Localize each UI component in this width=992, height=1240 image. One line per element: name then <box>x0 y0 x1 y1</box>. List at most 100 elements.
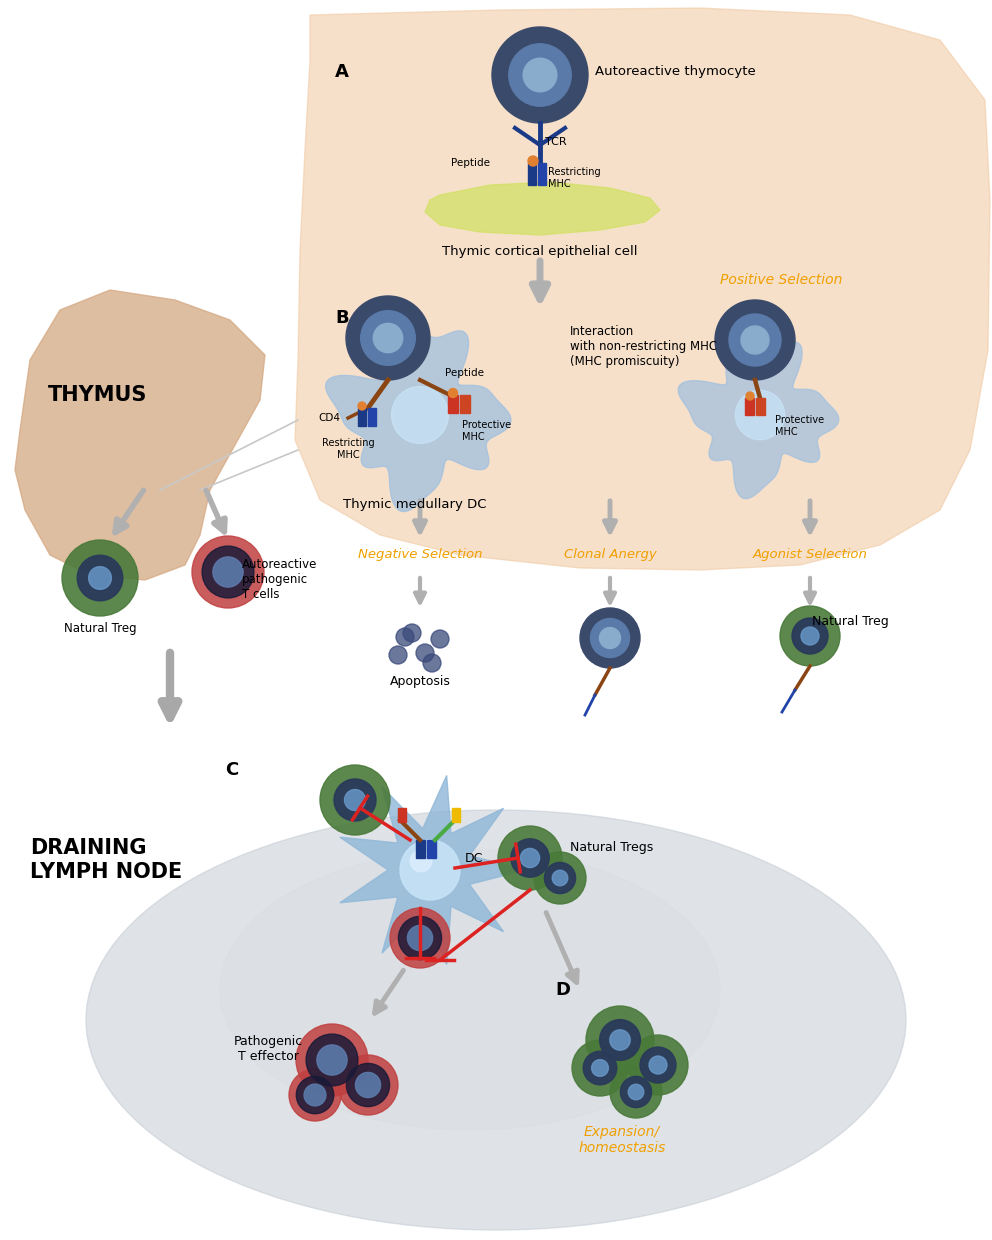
Circle shape <box>320 765 390 835</box>
Circle shape <box>511 838 550 877</box>
Bar <box>427 839 436 858</box>
Text: DRAINING
LYMPH NODE: DRAINING LYMPH NODE <box>30 838 183 882</box>
Bar <box>368 408 376 427</box>
Circle shape <box>715 300 795 379</box>
Text: B: B <box>335 309 348 327</box>
Circle shape <box>780 606 840 666</box>
Text: Clonal Anergy: Clonal Anergy <box>563 548 657 560</box>
Text: C: C <box>225 761 238 779</box>
Circle shape <box>580 608 640 668</box>
Circle shape <box>358 402 366 410</box>
Text: DC: DC <box>465 852 483 864</box>
Circle shape <box>400 839 460 900</box>
Circle shape <box>411 851 432 872</box>
Circle shape <box>528 156 538 166</box>
Circle shape <box>305 1084 326 1106</box>
Circle shape <box>307 1034 358 1086</box>
Text: Thymic medullary DC: Thymic medullary DC <box>343 498 487 511</box>
Text: Agonist Selection: Agonist Selection <box>753 548 867 560</box>
Text: Thymic cortical epithelial cell: Thymic cortical epithelial cell <box>442 246 638 258</box>
Circle shape <box>610 1029 630 1050</box>
Bar <box>398 808 406 822</box>
Circle shape <box>640 1047 676 1083</box>
Circle shape <box>346 296 430 379</box>
Bar <box>460 396 470 413</box>
Text: Autoreactive
pathogenic
T cells: Autoreactive pathogenic T cells <box>242 558 317 601</box>
Text: A: A <box>335 63 349 81</box>
Polygon shape <box>340 775 526 965</box>
Circle shape <box>741 326 769 353</box>
Text: Natural Treg: Natural Treg <box>812 615 889 627</box>
Text: Natural Treg: Natural Treg <box>63 622 136 635</box>
Circle shape <box>392 387 448 444</box>
Circle shape <box>534 852 586 904</box>
Circle shape <box>509 43 571 107</box>
Circle shape <box>62 539 138 616</box>
Circle shape <box>202 546 254 598</box>
Circle shape <box>399 916 441 960</box>
Text: Apoptosis: Apoptosis <box>390 675 450 688</box>
Text: CD4: CD4 <box>318 413 340 423</box>
Bar <box>528 162 536 185</box>
Circle shape <box>390 908 450 968</box>
Circle shape <box>431 630 449 649</box>
Circle shape <box>545 862 575 894</box>
Circle shape <box>346 1064 390 1106</box>
Polygon shape <box>679 342 839 498</box>
Ellipse shape <box>86 810 906 1230</box>
Bar <box>452 808 460 822</box>
Bar <box>756 398 765 415</box>
Text: Autoreactive thymocyte: Autoreactive thymocyte <box>595 66 756 78</box>
Circle shape <box>792 618 828 653</box>
Circle shape <box>213 557 243 587</box>
Circle shape <box>599 1019 641 1060</box>
Circle shape <box>591 1060 608 1076</box>
Circle shape <box>344 790 365 811</box>
Circle shape <box>628 1084 644 1100</box>
Circle shape <box>586 1006 654 1074</box>
Circle shape <box>408 925 433 951</box>
Text: Negative Selection: Negative Selection <box>358 548 482 560</box>
Circle shape <box>729 314 781 366</box>
Circle shape <box>416 644 434 662</box>
Bar <box>538 162 546 185</box>
Text: Restricting
MHC: Restricting MHC <box>321 438 374 460</box>
Polygon shape <box>295 7 990 570</box>
Text: Natural Tregs: Natural Tregs <box>570 842 654 854</box>
Circle shape <box>735 391 785 440</box>
Circle shape <box>316 1045 347 1075</box>
Text: TCR: TCR <box>545 136 566 148</box>
Text: Positive Selection: Positive Selection <box>720 273 842 286</box>
Text: Expansion/
homeostasis: Expansion/ homeostasis <box>578 1125 666 1156</box>
Text: THYMUS: THYMUS <box>48 384 148 405</box>
Circle shape <box>498 826 562 890</box>
Circle shape <box>373 324 403 352</box>
Circle shape <box>610 1066 662 1118</box>
Bar <box>358 408 366 427</box>
Polygon shape <box>15 290 265 580</box>
Circle shape <box>296 1024 368 1096</box>
Circle shape <box>289 1069 341 1121</box>
Polygon shape <box>425 182 660 236</box>
Circle shape <box>338 1055 398 1115</box>
Circle shape <box>88 567 111 589</box>
Text: Restricting
MHC: Restricting MHC <box>548 167 600 188</box>
Text: Interaction
with non-restricting MHC
(MHC promiscuity): Interaction with non-restricting MHC (MH… <box>570 325 717 368</box>
Circle shape <box>599 627 621 649</box>
Circle shape <box>649 1056 667 1074</box>
Text: Protective
MHC: Protective MHC <box>775 415 824 436</box>
Circle shape <box>620 1076 652 1107</box>
Text: Pathogenic
T effector: Pathogenic T effector <box>233 1035 303 1063</box>
Circle shape <box>389 646 407 663</box>
Circle shape <box>361 311 416 366</box>
Text: D: D <box>555 981 570 999</box>
Circle shape <box>553 870 567 885</box>
Text: Peptide: Peptide <box>445 368 484 378</box>
Circle shape <box>77 556 123 601</box>
Circle shape <box>521 848 540 868</box>
Circle shape <box>355 1073 381 1097</box>
Circle shape <box>403 624 421 642</box>
Circle shape <box>297 1076 333 1114</box>
Circle shape <box>572 1040 628 1096</box>
Circle shape <box>590 619 630 657</box>
